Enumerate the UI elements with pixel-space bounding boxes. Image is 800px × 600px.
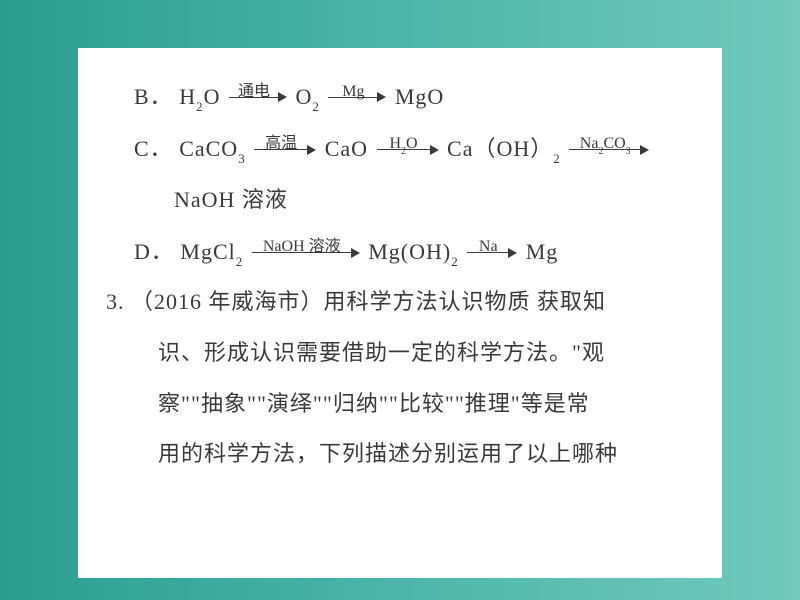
arrow-electrolysis: 通电 — [229, 82, 287, 112]
q3-number: 3. — [106, 289, 125, 314]
arrow-mg: Mg — [328, 82, 386, 112]
compound-mgoh2: Mg(OH)2 — [368, 227, 459, 278]
q3-line4: 用的科学方法，下列描述分别运用了以上哪种 — [106, 429, 694, 480]
option-b-label: B． — [134, 72, 173, 123]
arrow-na: Na — [467, 237, 517, 267]
arrow-h2o: H2O — [377, 134, 439, 164]
compound-mg: Mg — [526, 227, 559, 278]
option-c-line1: C． CaCO3 高温 CaO H2O Ca（OH）2 Na2CO3 — [106, 122, 694, 174]
q3-line3: 察""抽象""演绎""归纳""比较""推理"等是常 — [106, 379, 694, 430]
naoh-solution-text: NaOH 溶液 — [174, 187, 288, 212]
page-slide: B． H2O 通电 O2 Mg MgO C． CaCO3 高温 CaO H2O … — [78, 48, 722, 578]
arrow-na2co3: Na2CO3 — [569, 134, 649, 164]
compound-mgcl2: MgCl2 — [180, 227, 243, 278]
compound-caoh2: Ca（OH）2 — [447, 124, 561, 175]
option-d-label: D． — [134, 227, 174, 278]
option-d-line: D． MgCl2 NaOH 溶液 Mg(OH)2 Na Mg — [106, 225, 694, 277]
q3-source: （2016 年威海市） — [131, 289, 324, 314]
compound-mgo: MgO — [395, 72, 444, 123]
q3-line1: 3. （2016 年威海市）用科学方法认识物质 获取知 — [106, 277, 694, 328]
compound-cao: CaO — [325, 124, 368, 175]
q3-line2: 识、形成认识需要借助一定的科学方法。"观 — [106, 328, 694, 379]
compound-caco3: CaCO3 — [179, 124, 246, 175]
q3-line1-rest: 用科学方法认识物质 获取知 — [324, 289, 607, 314]
option-b-line: B． H2O 通电 O2 Mg MgO — [106, 70, 694, 122]
arrow-naoh-solution: NaOH 溶液 — [252, 237, 360, 267]
option-c-label: C． — [134, 124, 173, 175]
compound-h2o: H2O — [179, 72, 220, 123]
arrow-hightemp: 高温 — [254, 134, 316, 164]
option-c-line2: NaOH 溶液 — [106, 175, 694, 226]
compound-o2: O2 — [295, 72, 319, 123]
